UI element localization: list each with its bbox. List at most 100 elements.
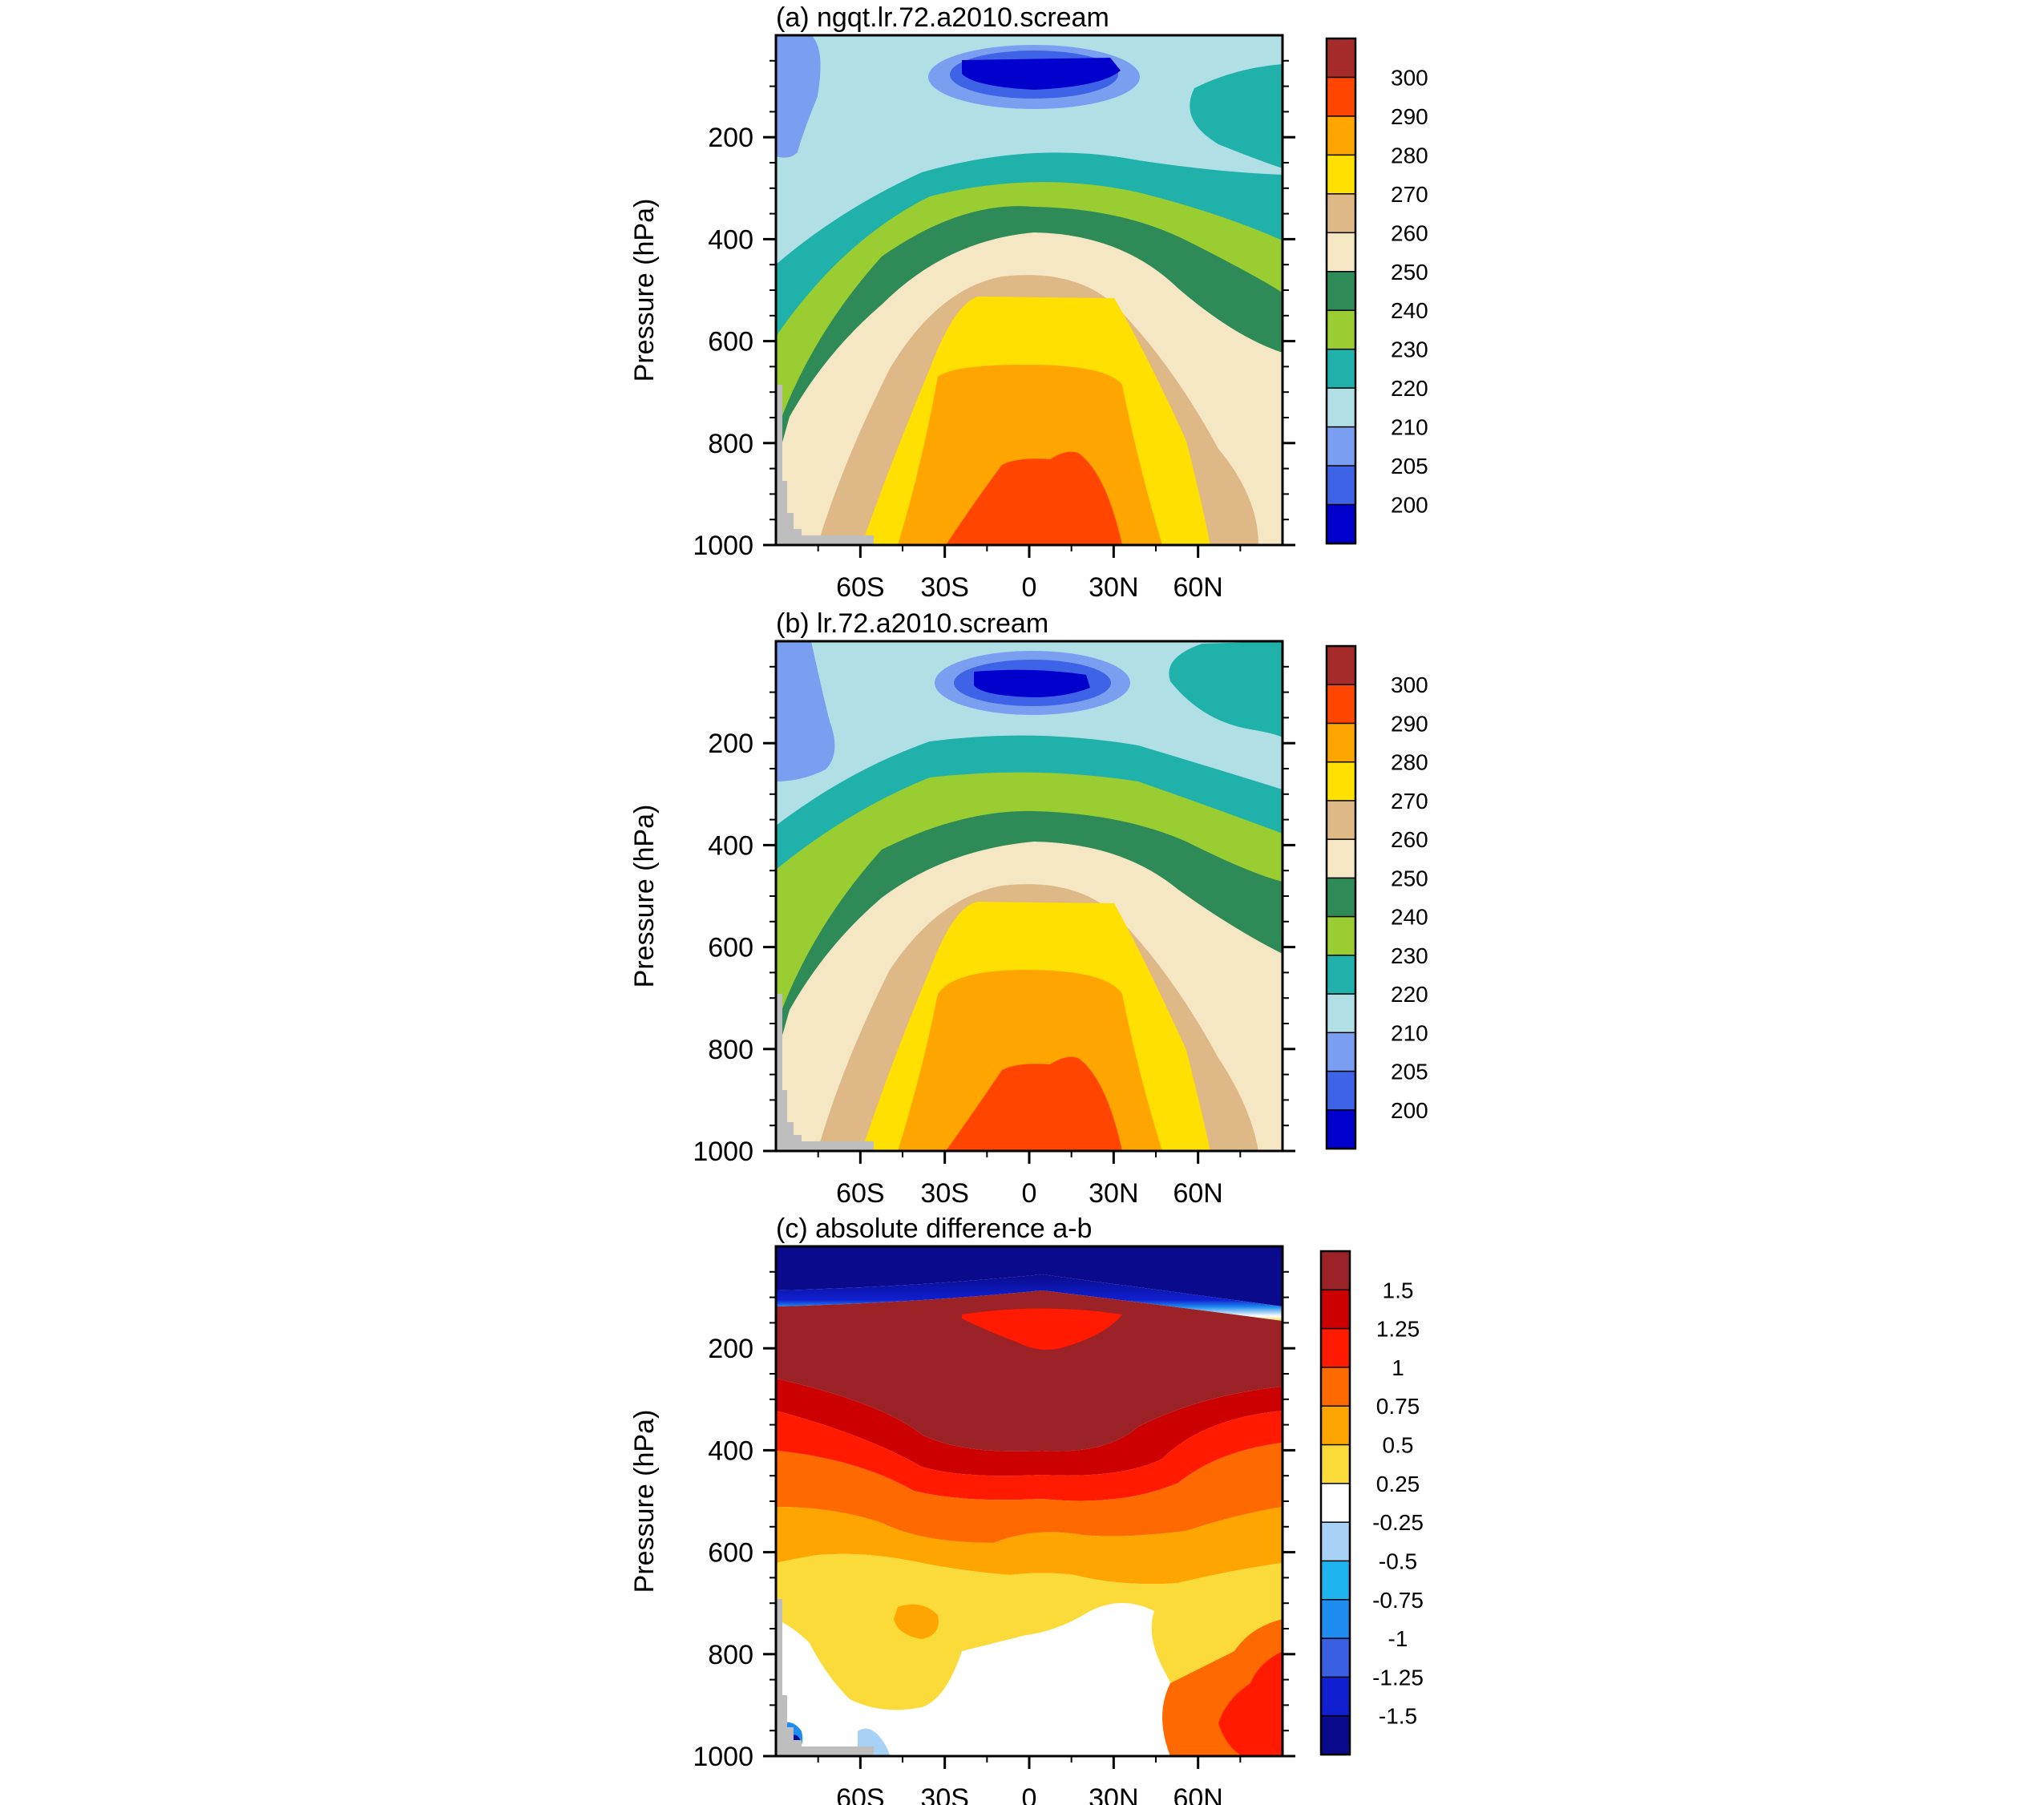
colorbar-swatch <box>1320 1560 1351 1601</box>
colorbar-swatch <box>1326 915 1356 957</box>
colorbar-swatch <box>1326 722 1356 763</box>
colorbar-swatch <box>1320 1521 1351 1562</box>
band-1-surface <box>1218 1651 1283 1756</box>
colorbar-label: 210 <box>1391 415 1428 440</box>
colorbar-swatch <box>1326 1070 1356 1112</box>
colorbar-label: 260 <box>1391 827 1428 852</box>
colorbar-label: -0.75 <box>1372 1588 1424 1613</box>
colorbar-label: -1.25 <box>1372 1665 1424 1690</box>
colorbar-swatch <box>1326 76 1356 118</box>
y-tick-label: 600 <box>708 933 753 963</box>
y-tick-label: 800 <box>708 429 753 459</box>
panel-a-axes: 200 400 600 800 1000 60S 30S 0 30N 60N <box>693 59 1295 603</box>
colorbar-swatch <box>1326 838 1356 879</box>
panel-a-title: (a) ngqt.lr.72.a2010.scream <box>776 2 1109 33</box>
band-transition <box>776 1274 1283 1321</box>
band-220-topright <box>1169 641 1283 737</box>
colorbar-label: 240 <box>1391 905 1428 930</box>
colorbar-label: 0.25 <box>1376 1472 1420 1496</box>
colorbar-swatch <box>1320 1250 1351 1291</box>
x-tick-label: 30S <box>920 1783 969 1805</box>
x-tick-label: 60N <box>1173 1783 1222 1805</box>
panel-a: (a) ngqt.lr.72.a2010.scream <box>629 2 1428 603</box>
colorbar-swatch <box>1326 465 1356 506</box>
colorbar-label: 230 <box>1391 337 1428 362</box>
colorbar-label: 250 <box>1391 260 1428 285</box>
x-tick-label: 60S <box>836 572 885 603</box>
x-tick-label: 30N <box>1089 572 1138 603</box>
colorbar-swatch <box>1326 387 1356 428</box>
colorbar-label: 300 <box>1391 672 1428 697</box>
band-neg-1.5 <box>776 1246 1283 1306</box>
band-0.5-patch <box>894 1604 939 1639</box>
colorbar-label: 210 <box>1391 1020 1428 1045</box>
x-tick-label: 60N <box>1173 572 1222 603</box>
colorbar-swatch <box>1320 1714 1351 1756</box>
colorbar-label: 1.25 <box>1376 1317 1420 1342</box>
band-1-top <box>962 1308 1122 1350</box>
colorbar-swatch <box>1326 993 1356 1034</box>
colorbar-frame <box>1325 644 1357 1150</box>
colorbar-swatch <box>1326 271 1356 312</box>
panel-b-colorbar: 300 290 280 270 260 250 240 230 220 210 205 200 <box>1325 644 1428 1150</box>
x-tick-label: 60S <box>836 1783 885 1805</box>
y-tick-label: 800 <box>708 1035 753 1065</box>
colorbar-swatch <box>1320 1676 1351 1717</box>
colorbar-label: 220 <box>1391 376 1428 401</box>
topography-mask <box>776 1599 874 1756</box>
colorbar-label: -1 <box>1388 1626 1408 1651</box>
panel-c-ylabel: Pressure (hPa) <box>629 1410 660 1593</box>
x-tick-label: 30S <box>920 1178 969 1209</box>
band-220-topright <box>1190 64 1283 168</box>
colorbar-label: 280 <box>1391 750 1428 775</box>
colorbar-label: 230 <box>1391 943 1428 968</box>
band-290 <box>946 1056 1122 1151</box>
colorbar-swatch <box>1326 426 1356 467</box>
colorbar-label: 250 <box>1391 866 1428 890</box>
colorbar-swatch <box>1320 1637 1351 1678</box>
band-205-left <box>776 35 821 158</box>
colorbar-label: 240 <box>1391 298 1428 323</box>
colorbar-swatch <box>1320 1599 1351 1640</box>
x-tick-label: 30N <box>1089 1783 1138 1805</box>
panel-c-axes: 200 400 600 800 1000 60S 30S 0 30N 60N <box>693 1270 1295 1805</box>
colorbar-swatch <box>1320 1444 1351 1485</box>
colorbar-label: 1.5 <box>1383 1278 1414 1302</box>
y-tick-label: 200 <box>708 123 753 153</box>
band-0.75 <box>776 1443 1283 1543</box>
colorbar-label: 280 <box>1391 143 1428 168</box>
colorbar-swatch <box>1326 1109 1356 1150</box>
x-tick-label: 0 <box>1022 1783 1037 1805</box>
topography-mask <box>776 385 874 545</box>
y-tick-label: 400 <box>708 224 753 255</box>
colorbar-swatch <box>1326 348 1356 390</box>
x-tick-label: 0 <box>1022 1178 1037 1209</box>
colorbar-swatch <box>1326 115 1356 156</box>
x-tick-label: 60S <box>836 1178 885 1209</box>
y-tick-label: 400 <box>708 830 753 861</box>
colorbar-label: -1.5 <box>1379 1704 1417 1729</box>
x-tick-label: 0 <box>1022 572 1037 603</box>
y-tick-label: 400 <box>708 1436 753 1466</box>
colorbar-label: 270 <box>1391 182 1428 207</box>
colorbar-label: 0.5 <box>1383 1433 1414 1458</box>
y-tick-label: 1000 <box>693 531 753 561</box>
panel-b-title: (b) lr.72.a2010.scream <box>776 608 1048 639</box>
colorbar-swatch <box>1326 800 1356 841</box>
y-tick-label: 1000 <box>693 1137 753 1167</box>
colorbar-swatch <box>1326 684 1356 725</box>
colorbar-swatch <box>1326 955 1356 995</box>
y-tick-label: 200 <box>708 729 753 759</box>
panel-b-axes: 200 400 600 800 1000 60S 30S 0 30N 60N <box>693 665 1295 1209</box>
y-tick-label: 600 <box>708 1538 753 1569</box>
panel-c: (c) absolute difference a-b <box>629 1213 1424 1805</box>
colorbar-label: -0.25 <box>1372 1510 1424 1535</box>
colorbar-label: 290 <box>1391 711 1428 736</box>
y-tick-label: 600 <box>708 327 753 357</box>
panel-a-field <box>776 35 1283 546</box>
colorbar-frame <box>1319 1250 1351 1756</box>
band-200-core <box>974 669 1090 697</box>
panel-c-title: (c) absolute difference a-b <box>776 1213 1092 1244</box>
colorbar-swatch <box>1326 309 1356 350</box>
